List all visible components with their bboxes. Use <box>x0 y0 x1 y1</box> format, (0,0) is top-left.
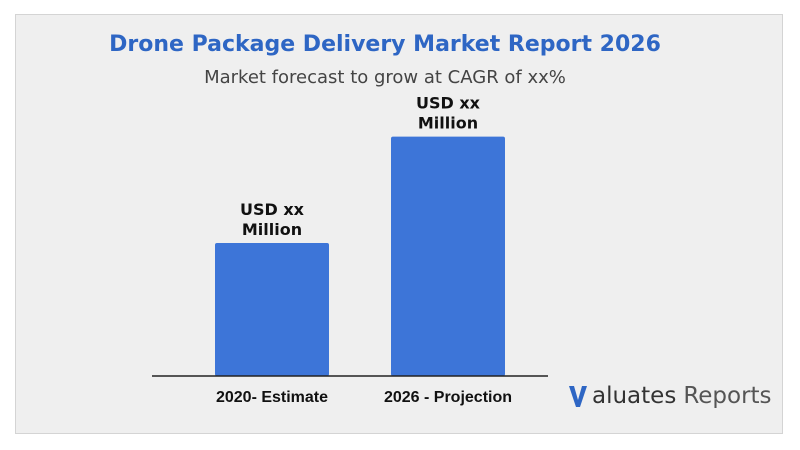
bar-2 <box>391 136 505 376</box>
chart-subtitle: Market forecast to grow at CAGR of xx% <box>204 67 566 88</box>
bar-1-data-label-line-1: USD xx <box>240 200 305 219</box>
bar-1 <box>215 243 329 376</box>
logo-suffix-text: Reports <box>683 383 772 409</box>
valuates-reports-logo: aluates Reports <box>568 380 772 412</box>
x-tick-label-2: 2026 - Projection <box>384 389 512 406</box>
bar-1-data-label-line-2: Million <box>242 220 302 239</box>
bar-2-data-label-line-1: USD xx <box>416 94 481 113</box>
chart-title: Drone Package Delivery Market Report 202… <box>109 32 661 57</box>
v-logo-icon <box>569 386 587 407</box>
bar-2-data-label-line-2: Million <box>418 114 478 133</box>
x-tick-label-1: 2020- Estimate <box>216 389 328 406</box>
logo-brand-text: aluates <box>592 383 677 409</box>
